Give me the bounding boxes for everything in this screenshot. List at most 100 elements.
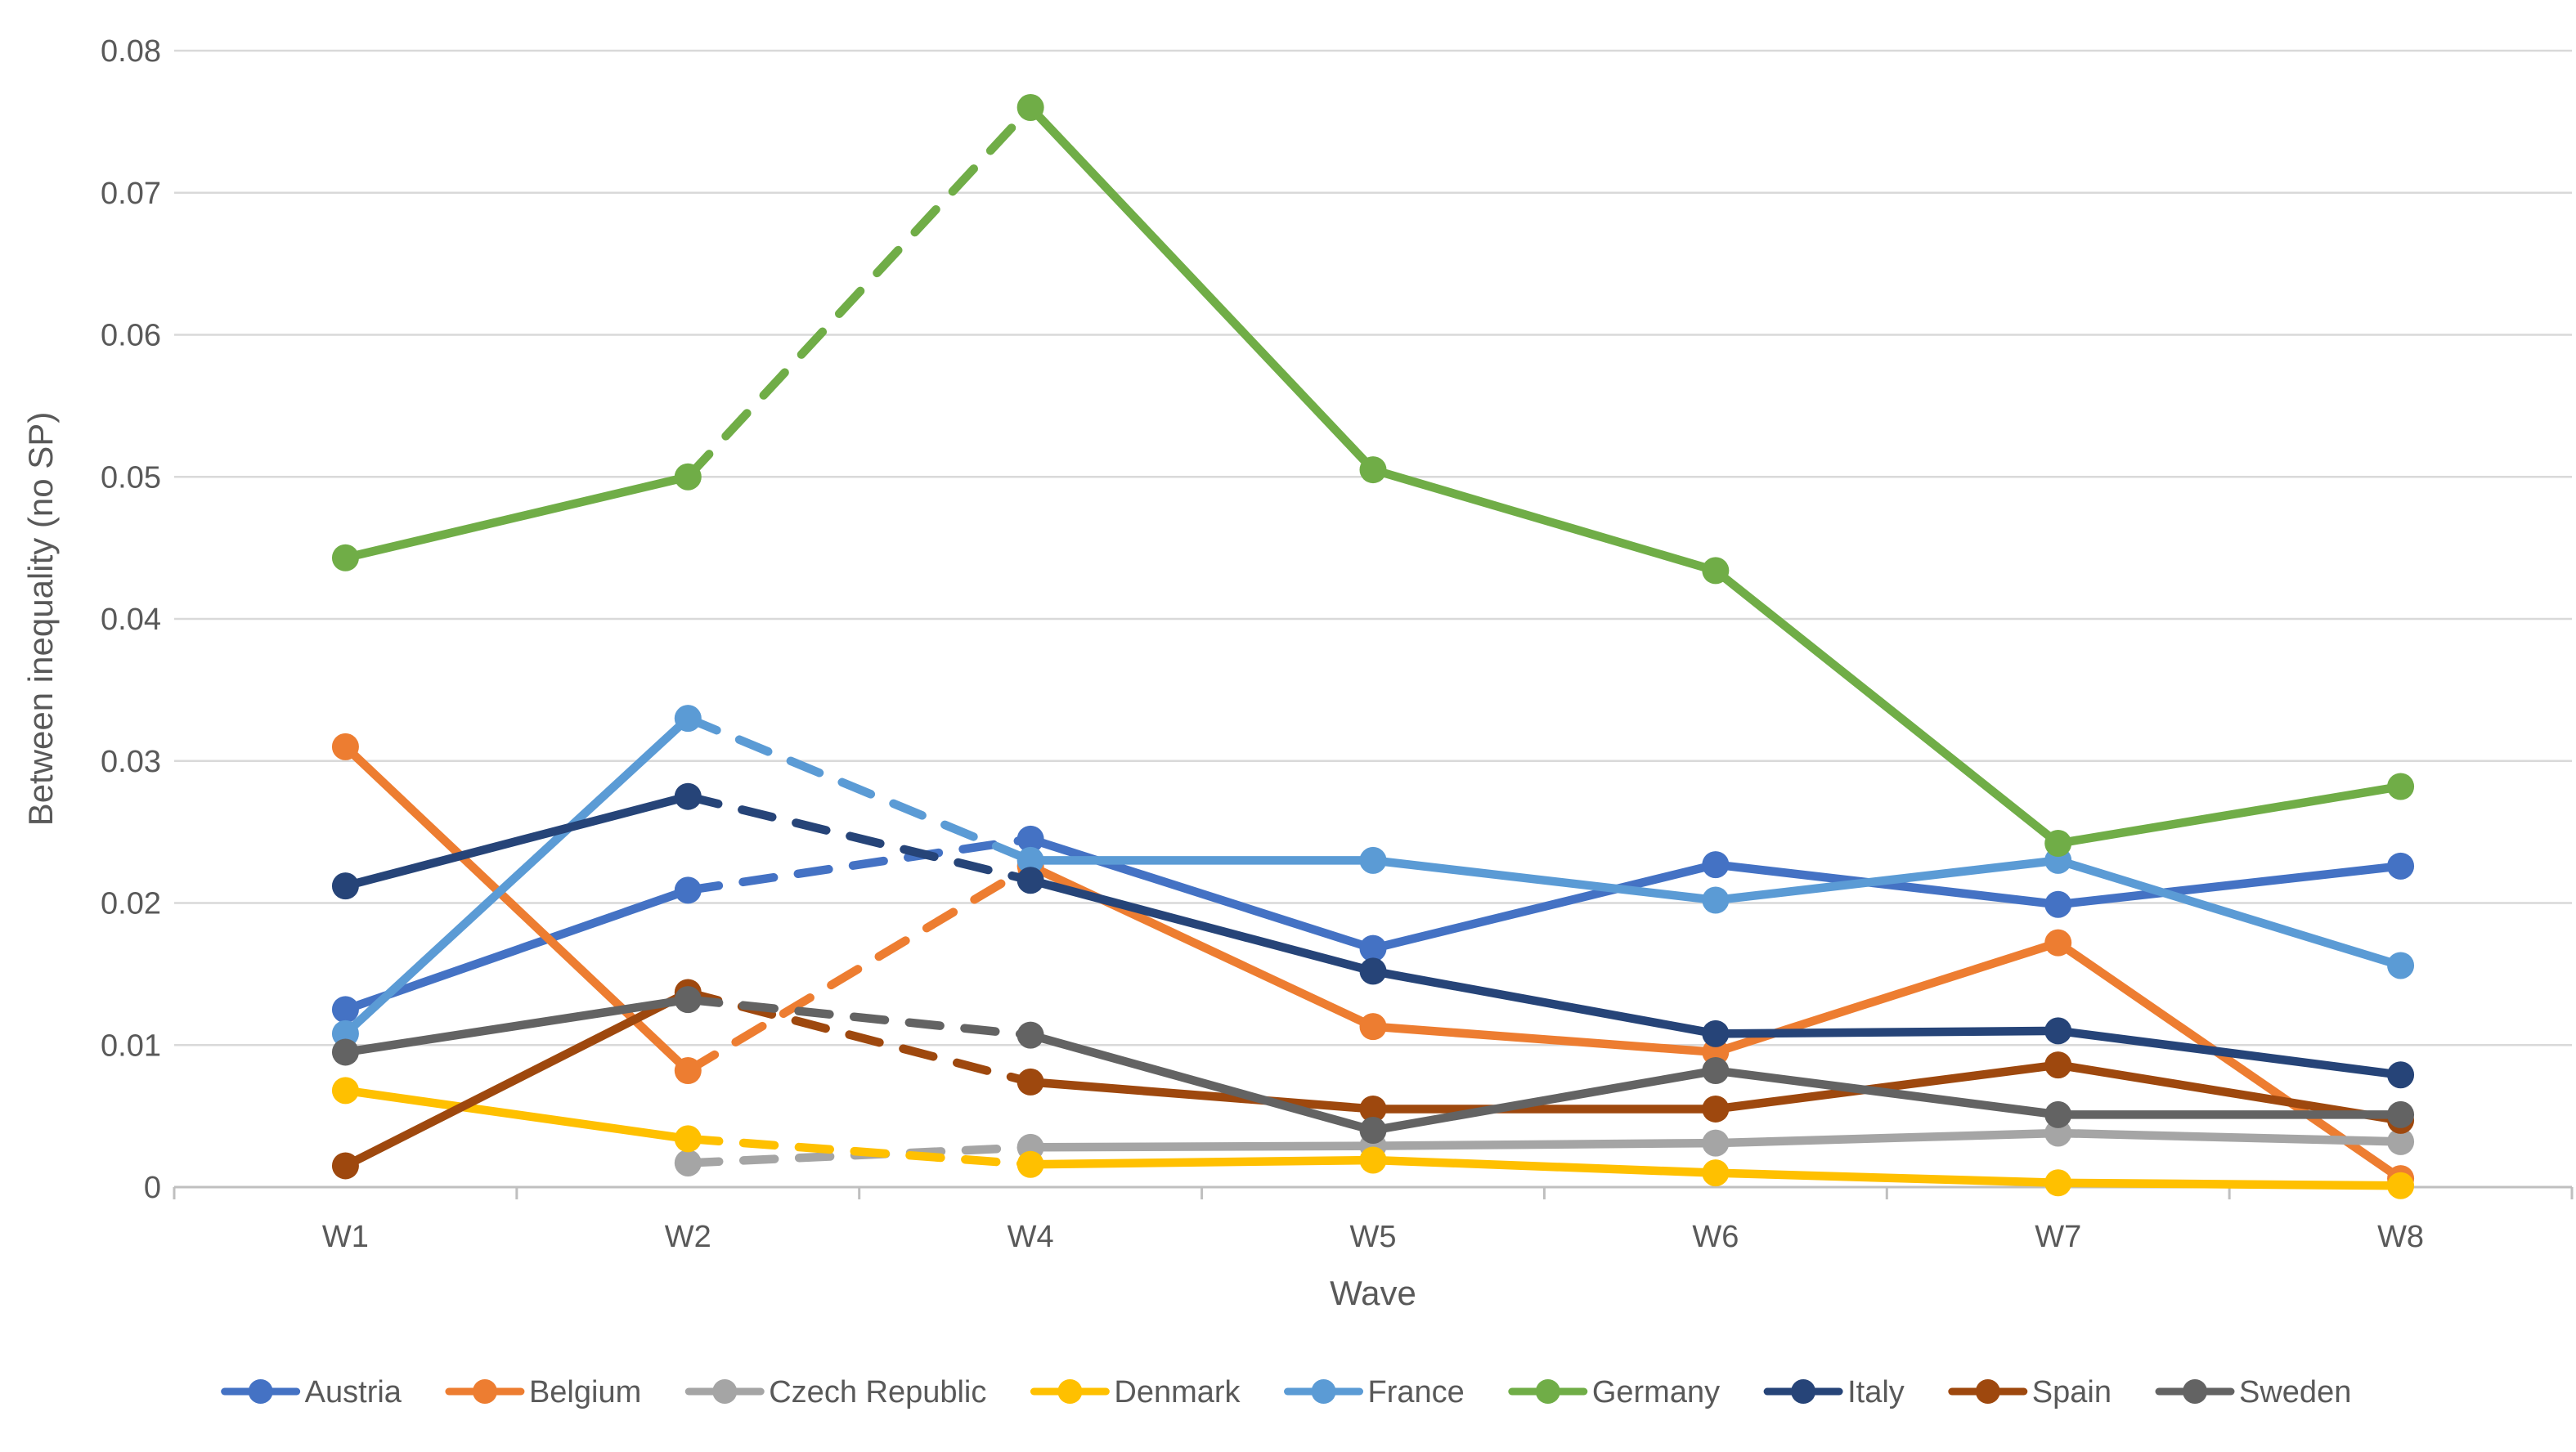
data-point xyxy=(1702,1038,1730,1066)
legend-marker-dot xyxy=(1535,1379,1560,1404)
y-tick-label: 0.03 xyxy=(101,745,161,779)
x-tick-label: W4 xyxy=(1008,1220,1054,1254)
legend-marker-dot xyxy=(1057,1379,1083,1404)
series-segment xyxy=(1368,856,1721,905)
x-tick-label: W8 xyxy=(2377,1220,2424,1254)
data-point xyxy=(331,1038,359,1066)
series-segment xyxy=(1025,1141,1378,1152)
series-segment xyxy=(341,1086,693,1144)
legend: Austria Belgium Czech Republic Denmark Franc… xyxy=(221,1375,2351,1409)
series-segment xyxy=(684,862,1035,1075)
data-point xyxy=(1359,957,1387,985)
x-tick-label: W6 xyxy=(1692,1220,1739,1254)
series-segment xyxy=(341,988,693,1171)
legend-marker-dot xyxy=(472,1379,497,1404)
series-segment xyxy=(1711,1128,2062,1148)
data-point xyxy=(2044,1169,2072,1197)
data-point xyxy=(1702,1129,1730,1157)
legend-marker-dot xyxy=(248,1379,273,1404)
series-segment xyxy=(1711,1066,2062,1119)
legend-item-austria: Austria xyxy=(221,1375,402,1409)
data-point xyxy=(1702,1159,1730,1187)
series-segment xyxy=(2053,782,2405,848)
series-segment xyxy=(341,791,693,890)
legend-label: Spain xyxy=(2032,1375,2112,1409)
data-point xyxy=(1016,846,1044,874)
data-point xyxy=(1359,934,1387,962)
data-point xyxy=(331,544,359,571)
y-tick-label: 0.01 xyxy=(101,1028,161,1063)
y-tick-label: 0.02 xyxy=(101,887,161,921)
y-tick-label: 0 xyxy=(144,1171,161,1205)
y-axis-title: Between inequality (no SP) xyxy=(21,412,60,827)
data-point xyxy=(1359,846,1387,874)
series-segment xyxy=(341,995,693,1057)
series-segment xyxy=(1711,1060,2062,1114)
series-france xyxy=(331,705,2415,1047)
data-point xyxy=(1702,1057,1730,1085)
data-point xyxy=(1702,851,1730,879)
series-segment xyxy=(1368,1066,1721,1135)
legend-item-france: France xyxy=(1284,1375,1465,1409)
y-tick-label: 0.07 xyxy=(101,177,161,211)
data-point xyxy=(2044,1017,2072,1045)
series-segment xyxy=(1025,876,1378,976)
data-point xyxy=(1702,557,1730,585)
series-segment xyxy=(1711,1026,2062,1038)
legend-label: Italy xyxy=(1847,1375,1905,1409)
data-point xyxy=(1359,1117,1387,1144)
data-point xyxy=(2044,929,2072,957)
legend-label: Austria xyxy=(305,1375,402,1409)
legend-item-italy: Italy xyxy=(1763,1375,1905,1409)
x-axis-title: Wave xyxy=(1330,1274,1416,1312)
data-point xyxy=(1359,1095,1387,1123)
y-tick-label: 0.05 xyxy=(101,460,161,495)
data-point xyxy=(2387,1100,2415,1128)
x-axis-tick-labels: W1 W2 W4 W5 W6 W7 W8 xyxy=(322,1220,2424,1254)
legend-item-sweden: Sweden xyxy=(2155,1375,2351,1409)
data-point xyxy=(331,1077,359,1105)
legend-label: Denmark xyxy=(1114,1375,1241,1409)
data-point xyxy=(674,1057,702,1085)
data-point xyxy=(1016,1068,1044,1096)
series-segment xyxy=(341,473,693,562)
data-point xyxy=(674,1149,702,1176)
series-segment xyxy=(341,714,693,1038)
series-segment xyxy=(684,995,1035,1040)
series-segment xyxy=(1368,465,1721,576)
data-point xyxy=(2044,1100,2072,1128)
legend-label: Belgium xyxy=(529,1375,641,1409)
data-point xyxy=(2387,1172,2415,1199)
data-point xyxy=(2044,1051,2072,1079)
data-point xyxy=(2387,852,2415,880)
legend-marker-dot xyxy=(1791,1379,1816,1404)
data-point xyxy=(2387,773,2415,800)
legend-item-belgium: Belgium xyxy=(445,1375,641,1409)
legend-marker-dot xyxy=(1975,1379,2000,1404)
series-segment xyxy=(1025,1078,1378,1114)
x-tick-label: W7 xyxy=(2035,1220,2081,1254)
data-point xyxy=(674,986,702,1014)
series-segment xyxy=(1025,1030,1378,1135)
data-point xyxy=(674,463,702,491)
data-point xyxy=(1016,867,1044,894)
data-point xyxy=(674,1125,702,1153)
data-point xyxy=(1702,1095,1730,1123)
data-point xyxy=(1702,886,1730,914)
data-point xyxy=(331,733,359,760)
series-segment xyxy=(2053,1128,2405,1146)
data-point xyxy=(1359,1146,1387,1174)
x-tick-label: W5 xyxy=(1350,1220,1397,1254)
series-segment xyxy=(1368,966,1721,1038)
series-segment xyxy=(341,885,693,1015)
data-point xyxy=(2044,830,2072,858)
data-point xyxy=(674,705,702,733)
series-segment xyxy=(684,714,1035,865)
y-tick-label: 0.04 xyxy=(101,603,161,637)
series-segment xyxy=(1025,1155,1378,1169)
legend-marker-dot xyxy=(2183,1379,2208,1404)
data-point xyxy=(674,782,702,810)
legend-label: Sweden xyxy=(2239,1375,2351,1409)
y-axis-tick-labels: 0 0.01 0.02 0.03 0.04 0.05 0.06 0.07 0.08 xyxy=(101,34,161,1205)
